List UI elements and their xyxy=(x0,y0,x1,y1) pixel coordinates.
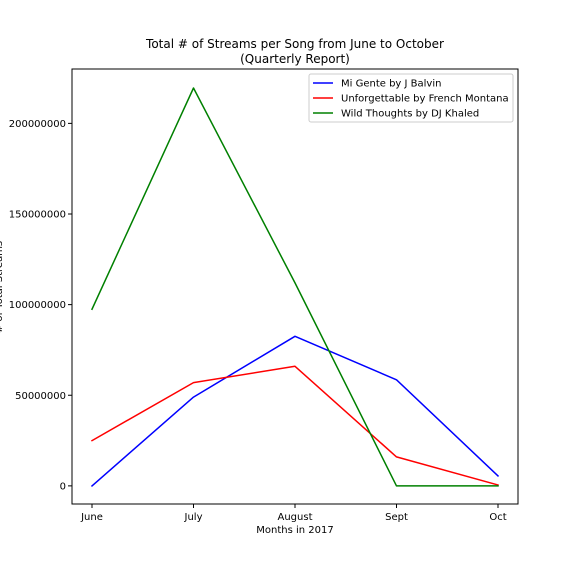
y-tick-label: 100000000 xyxy=(9,300,66,311)
x-tick-label: August xyxy=(278,512,313,523)
y-tick-label: 200000000 xyxy=(9,119,66,130)
x-axis: June July August Sept Oct xyxy=(80,504,507,523)
chart-subtitle: (Quarterly Report) xyxy=(240,52,350,66)
x-axis-label: Months in 2017 xyxy=(256,525,333,536)
chart-title: Total # of Streams per Song from June to… xyxy=(145,37,444,51)
y-tick-label: 50000000 xyxy=(15,391,66,402)
y-tick-label: 150000000 xyxy=(9,210,66,221)
x-tick-label: July xyxy=(184,512,203,523)
legend-label-0: Mi Gente by J Balvin xyxy=(341,79,441,90)
x-tick-label: Oct xyxy=(489,512,506,523)
series-line-2 xyxy=(91,87,499,487)
legend-label-2: Wild Thoughts by DJ Khaled xyxy=(341,109,479,120)
legend-label-1: Unforgettable by French Montana xyxy=(341,94,509,105)
series-line-1 xyxy=(90,365,499,486)
series-lines xyxy=(90,87,500,487)
x-tick-label: June xyxy=(80,512,103,523)
y-axis-label: # of Total Streams xyxy=(0,241,5,333)
y-axis: 0 50000000 100000000 150000000 200000000 xyxy=(9,119,72,492)
legend-box xyxy=(308,73,514,123)
legend: Mi Gente by J Balvin Unforgettable by Fre… xyxy=(308,73,514,123)
x-tick-label: Sept xyxy=(385,512,408,523)
y-tick-label: 0 xyxy=(60,481,66,492)
series-line-0 xyxy=(90,335,500,487)
